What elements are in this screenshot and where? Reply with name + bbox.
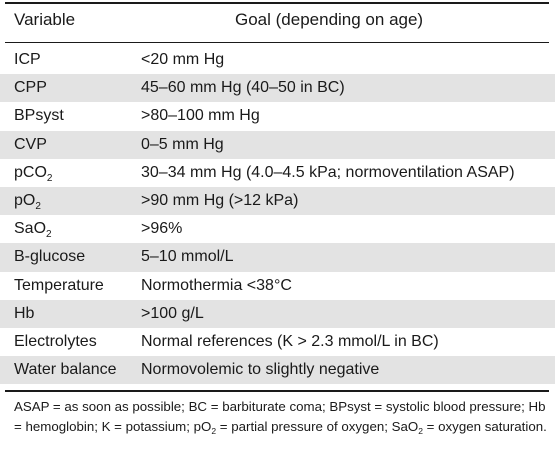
footnote-text-1: ASAP = as soon as possible; BC = barbitu… [14, 399, 546, 434]
variable-cell: CPP [14, 77, 47, 99]
goal-cell: 5–10 mmol/L [141, 248, 234, 266]
table-row: ICP <20 mm Hg [0, 46, 555, 74]
variable-subscript: 2 [46, 172, 53, 184]
table-row: B-glucose 5–10 mmol/L [0, 243, 555, 272]
footnote-subscript-1: 2 [211, 426, 217, 436]
variable-cell: Electrolytes [14, 331, 97, 353]
variable-cell: Water balance [14, 359, 117, 381]
variable-cell: pO2 [14, 190, 41, 214]
variable-name: CVP [14, 135, 47, 153]
footnote-subscript-2: 2 [418, 426, 423, 436]
variable-cell: B-glucose [14, 246, 85, 268]
variable-name: BPsyst [14, 107, 64, 125]
table-body: ICP <20 mm Hg CPP 45–60 mm Hg (40–50 in BC)… [0, 46, 555, 385]
goal-cell: 0–5 mm Hg [141, 135, 224, 153]
goal-cell: Normothermia <38°C [141, 276, 292, 294]
variable-name: Temperature [14, 276, 104, 294]
variable-cell: SaO2 [14, 218, 52, 242]
header-rule [5, 42, 549, 43]
goal-cell: <20 mm Hg [141, 51, 225, 68]
goal-cell: 30–34 mm Hg (4.0–4.5 kPa; normoventilati… [141, 163, 515, 181]
table-row: pO2 >90 mm Hg (>12 kPa) [0, 186, 555, 216]
goal-cell: >96% [141, 220, 183, 238]
variable-name: pO [14, 191, 36, 209]
variable-name: SaO [14, 220, 47, 238]
variable-cell: BPsyst [14, 105, 64, 127]
table-row: CVP 0–5 mm Hg [0, 130, 555, 159]
variable-subscript: 2 [35, 200, 41, 212]
goal-cell: >80–100 mm Hg [141, 107, 260, 125]
variable-name: Electrolytes [14, 332, 97, 350]
top-rule [5, 2, 549, 4]
variable-name: ICP [14, 51, 41, 68]
footnote-text-2: = partial pressure of oxygen; SaO [216, 419, 419, 434]
bottom-rule [5, 390, 549, 392]
variable-name: CPP [14, 79, 47, 97]
variable-name: Water balance [14, 361, 117, 379]
table-row: Electrolytes Normal references (K > 2.3 m… [0, 328, 555, 356]
footnote: ASAP = as soon as possible; BC = barbitu… [14, 397, 549, 438]
variable-name: Hb [14, 304, 35, 322]
variable-cell: pCO2 [14, 162, 52, 186]
variable-cell: Hb [14, 303, 34, 325]
goal-cell: >100 g/L [141, 304, 204, 322]
variable-cell: CVP [14, 134, 47, 156]
table-row: Temperature Normothermia <38°C [0, 272, 555, 300]
variable-cell: Temperature [14, 275, 104, 297]
variable-name: pCO [14, 163, 47, 181]
table-row: BPsyst >80–100 mm Hg [0, 102, 555, 130]
table-row: Hb >100 g/L [0, 299, 555, 328]
table-row: pCO2 30–34 mm Hg (4.0–4.5 kPa; normoventi… [0, 159, 555, 187]
goal-cell: Normal references (K > 2.3 mmol/L in BC) [141, 332, 439, 350]
variable-cell: ICP [14, 49, 41, 71]
goal-cell: 45–60 mm Hg (40–50 in BC) [141, 79, 345, 97]
variable-name: B-glucose [14, 248, 86, 266]
goal-cell: >90 mm Hg (>12 kPa) [141, 191, 299, 209]
header-variable: Variable [14, 10, 76, 29]
table-row: CPP 45–60 mm Hg (40–50 in BC) [0, 74, 555, 103]
table-row: SaO2 >96% [0, 215, 555, 243]
variable-subscript: 2 [46, 229, 52, 241]
goal-cell: Normovolemic to slightly negative [141, 361, 380, 379]
table-row: Water balance Normovolemic to slightly ne… [0, 356, 555, 385]
footnote-text-3: = oxygen saturation. [422, 419, 547, 434]
header-goal: Goal (depending on age) [235, 10, 424, 29]
